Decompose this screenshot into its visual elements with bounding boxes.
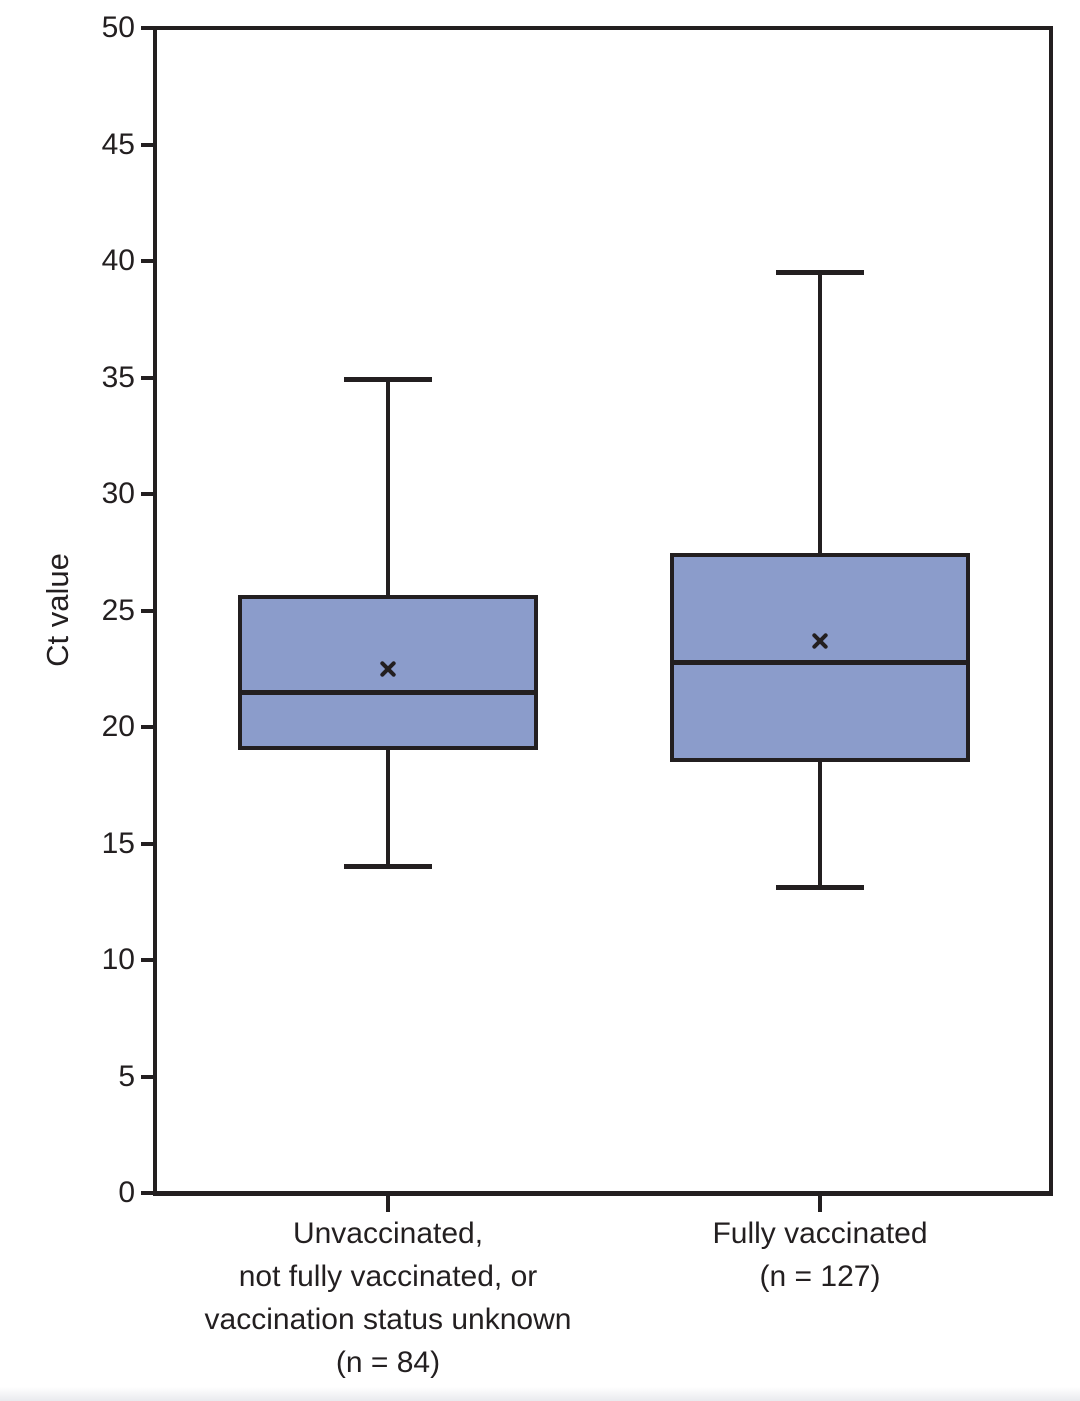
- x-category-label-line: (n = 127): [759, 1260, 881, 1293]
- whisker-cap-bottom: [776, 885, 864, 891]
- plot-area: [153, 26, 1053, 1196]
- x-category-label: Fully vaccinated (n = 127): [540, 1212, 1080, 1298]
- x-category-label-line: not fully vaccinated, or: [238, 1260, 538, 1293]
- y-tick-mark: [141, 1074, 155, 1079]
- x-category-tick: [386, 1196, 390, 1212]
- x-category-label-line: Unvaccinated,: [292, 1217, 484, 1250]
- box: [670, 552, 970, 762]
- y-tick-label: 15: [101, 826, 135, 860]
- bottom-edge-strip: [0, 1387, 1080, 1401]
- whisker-cap-top: [344, 377, 432, 383]
- mean-marker-icon: [809, 630, 831, 652]
- y-tick-label: 5: [118, 1059, 135, 1093]
- y-tick-mark: [141, 841, 155, 846]
- x-category-label-line: Fully vaccinated: [712, 1217, 928, 1250]
- x-category-label-line: vaccination status unknown: [204, 1303, 572, 1336]
- y-tick-mark: [141, 492, 155, 496]
- y-tick-mark: [141, 608, 155, 613]
- y-tick-mark: [141, 725, 155, 729]
- median-line: [670, 659, 970, 665]
- mean-marker-icon: [377, 658, 399, 680]
- y-tick-label: 35: [101, 360, 135, 394]
- y-tick-label: 30: [101, 477, 135, 510]
- y-tick-mark: [141, 1191, 155, 1195]
- y-tick-label: 40: [101, 244, 135, 277]
- x-category-tick: [818, 1196, 822, 1212]
- y-tick-mark: [141, 958, 155, 962]
- x-category-label-line: (n = 84): [335, 1346, 441, 1379]
- y-tick-label: 50: [101, 11, 135, 44]
- y-tick-label: 45: [101, 127, 135, 161]
- x-category-label: Unvaccinated, not fully vaccinated, or vac…: [108, 1212, 668, 1384]
- y-tick-label: 10: [101, 943, 135, 976]
- y-tick-label: 0: [118, 1176, 135, 1209]
- y-tick-label: 20: [101, 710, 135, 743]
- whisker-cap-top: [776, 270, 864, 276]
- y-tick-mark: [141, 26, 155, 30]
- whisker-cap-bottom: [344, 864, 432, 870]
- y-tick-mark: [141, 259, 155, 263]
- y-tick-label: 25: [101, 593, 135, 627]
- y-tick-mark: [141, 375, 155, 380]
- median-line: [238, 690, 538, 696]
- y-tick-mark: [141, 142, 155, 147]
